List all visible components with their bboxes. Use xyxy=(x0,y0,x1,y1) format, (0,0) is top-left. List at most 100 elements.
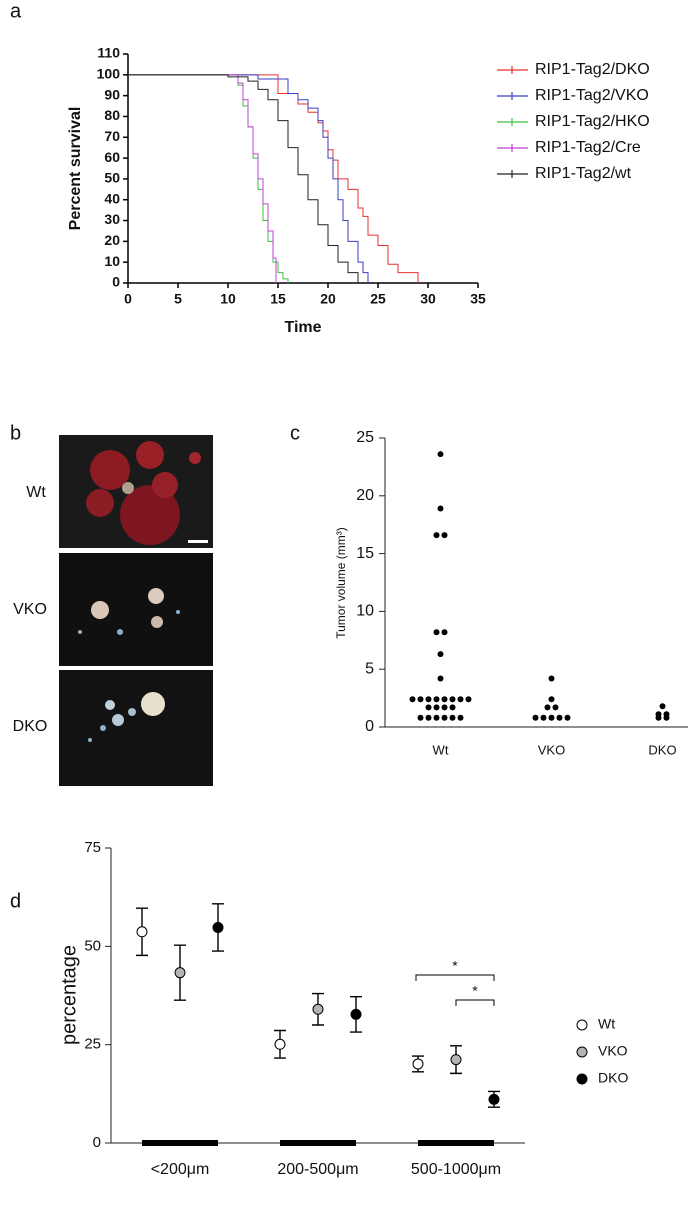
x-tick-label: <200μm xyxy=(151,1161,210,1178)
dot xyxy=(425,696,432,703)
y-tick-label: 0 xyxy=(365,718,374,735)
dot xyxy=(488,1093,500,1105)
y-tick-label: 10 xyxy=(356,603,374,620)
dot xyxy=(409,696,416,703)
x-tick-label: 500-1000μm xyxy=(411,1161,501,1178)
photo-label: Wt xyxy=(26,484,46,501)
legend-label: RIP1-Tag2/DKO xyxy=(535,61,650,78)
x-tick-label: VKO xyxy=(538,742,565,757)
baseline-bar xyxy=(280,1140,356,1146)
dot xyxy=(437,505,444,512)
x-tick-label: 15 xyxy=(270,291,286,307)
y-tick-label: 90 xyxy=(104,86,120,102)
y-tick-label: 80 xyxy=(104,107,120,123)
legend-label: Wt xyxy=(598,1016,615,1032)
y-tick-label: 15 xyxy=(356,545,374,562)
y-axis-title: percentage xyxy=(58,945,80,1045)
x-axis-title: Time xyxy=(284,319,321,336)
dot xyxy=(450,1054,462,1066)
y-tick-label: 0 xyxy=(112,274,120,290)
baseline-bar xyxy=(418,1140,494,1146)
dot xyxy=(441,696,448,703)
dot xyxy=(417,696,424,703)
y-axis-title: Tumor volume (mm³) xyxy=(334,527,348,639)
dot xyxy=(433,532,440,539)
x-tick-label: Wt xyxy=(433,742,449,757)
photo-label: DKO xyxy=(13,718,48,735)
x-tick-label: 5 xyxy=(174,291,182,307)
panel-label: c xyxy=(290,422,300,444)
legend-label: RIP1-Tag2/HKO xyxy=(535,113,650,130)
dot xyxy=(433,704,440,711)
dot xyxy=(212,921,224,933)
dot xyxy=(532,714,539,721)
dot xyxy=(412,1058,424,1070)
y-tick-label: 50 xyxy=(104,170,120,186)
dot xyxy=(441,714,448,721)
legend-label: RIP1-Tag2/VKO xyxy=(535,87,649,104)
dot xyxy=(457,714,464,721)
dot xyxy=(425,704,432,711)
photo-vko xyxy=(59,553,213,666)
dot xyxy=(274,1038,286,1050)
survival-line xyxy=(128,74,277,283)
photo-dko xyxy=(59,670,213,786)
x-tick-label: 0 xyxy=(124,291,132,307)
legend-label: DKO xyxy=(598,1070,628,1086)
x-tick-label: 20 xyxy=(320,291,336,307)
legend-swatch xyxy=(576,1019,588,1031)
dot xyxy=(437,675,444,682)
dot xyxy=(659,703,666,710)
dot xyxy=(425,714,432,721)
dot xyxy=(564,714,571,721)
photo-wt xyxy=(59,435,213,548)
dot xyxy=(548,675,555,682)
dot xyxy=(433,696,440,703)
panel-label: b xyxy=(10,422,21,444)
dot xyxy=(437,651,444,658)
survival-line xyxy=(128,74,289,283)
dot xyxy=(449,696,456,703)
y-axis-title: Percent survival xyxy=(67,107,84,231)
dot xyxy=(556,714,563,721)
legend-label: VKO xyxy=(598,1043,628,1059)
y-tick-label: 100 xyxy=(97,66,121,82)
significance-bracket xyxy=(455,999,495,1006)
dot xyxy=(457,696,464,703)
dot xyxy=(433,629,440,636)
legend-label: RIP1-Tag2/Cre xyxy=(535,139,641,156)
dot xyxy=(540,714,547,721)
y-tick-label: 70 xyxy=(104,128,120,144)
dot xyxy=(449,714,456,721)
x-tick-label: 30 xyxy=(420,291,436,307)
y-tick-label: 110 xyxy=(97,45,120,61)
x-tick-label: 25 xyxy=(370,291,386,307)
dot xyxy=(417,714,424,721)
baseline-bar xyxy=(142,1140,218,1146)
y-tick-label: 10 xyxy=(104,253,120,269)
dot xyxy=(441,532,448,539)
y-tick-label: 25 xyxy=(84,1036,101,1053)
legend-label: RIP1-Tag2/wt xyxy=(535,165,632,182)
legend-swatch xyxy=(576,1046,588,1058)
y-tick-label: 25 xyxy=(356,429,374,446)
dot xyxy=(441,704,448,711)
survival-line xyxy=(128,74,369,283)
legend-swatch xyxy=(576,1073,588,1085)
dot xyxy=(441,629,448,636)
dot xyxy=(350,1008,362,1020)
y-tick-label: 40 xyxy=(104,190,120,206)
significance-bracket xyxy=(415,974,495,981)
dot xyxy=(312,1003,324,1015)
dot xyxy=(174,967,186,979)
dot xyxy=(544,704,551,711)
x-tick-label: 200-500μm xyxy=(277,1161,358,1178)
y-tick-label: 30 xyxy=(104,211,120,227)
y-tick-label: 50 xyxy=(84,937,101,954)
dot xyxy=(136,926,148,938)
y-tick-label: 20 xyxy=(356,487,374,504)
x-tick-label: 35 xyxy=(470,291,486,307)
dot xyxy=(465,696,472,703)
dot xyxy=(433,714,440,721)
